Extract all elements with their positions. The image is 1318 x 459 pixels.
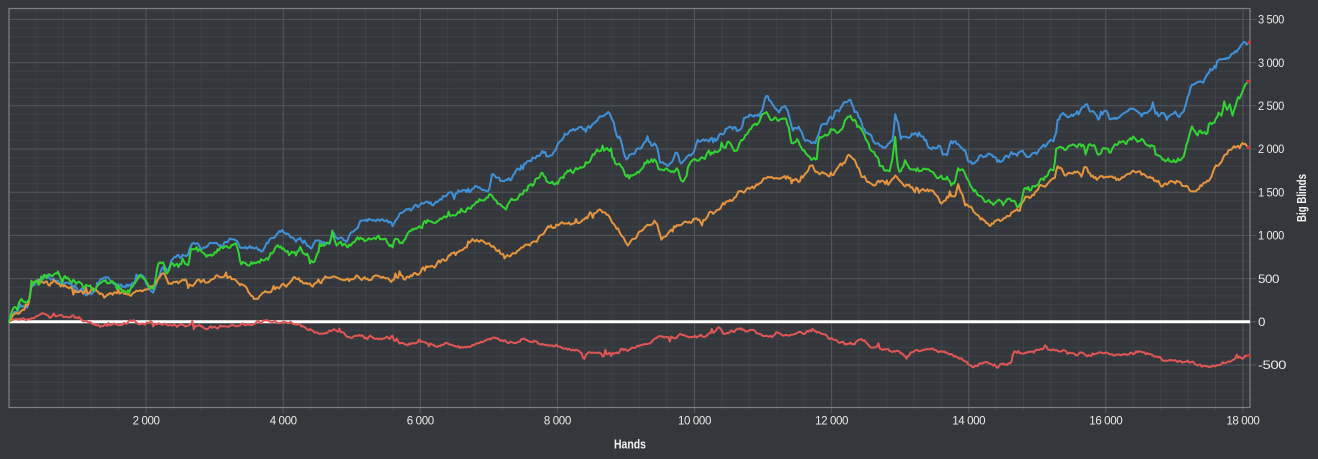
svg-text:3 500: 3 500 [1258, 13, 1285, 27]
svg-text:8 000: 8 000 [544, 414, 572, 428]
svg-text:16 000: 16 000 [1089, 414, 1123, 428]
svg-text:18 000: 18 000 [1226, 414, 1260, 428]
svg-text:6 000: 6 000 [407, 414, 435, 428]
svg-text:2 000: 2 000 [133, 414, 161, 428]
svg-text:0: 0 [1258, 315, 1266, 329]
svg-text:Big Blinds: Big Blinds [1295, 174, 1309, 222]
svg-text:14 000: 14 000 [952, 414, 986, 428]
svg-text:12 000: 12 000 [815, 414, 849, 428]
svg-text:4 000: 4 000 [270, 414, 298, 428]
svg-text:2 000: 2 000 [1258, 142, 1285, 156]
svg-text:1 000: 1 000 [1258, 229, 1285, 243]
svg-text:-500: -500 [1258, 358, 1287, 372]
svg-text:Hands: Hands [614, 438, 646, 452]
svg-text:1 500: 1 500 [1258, 185, 1285, 199]
svg-text:2 500: 2 500 [1258, 99, 1285, 113]
svg-text:3 000: 3 000 [1258, 56, 1285, 70]
svg-text:10 000: 10 000 [678, 414, 712, 428]
svg-text:500: 500 [1258, 272, 1280, 286]
